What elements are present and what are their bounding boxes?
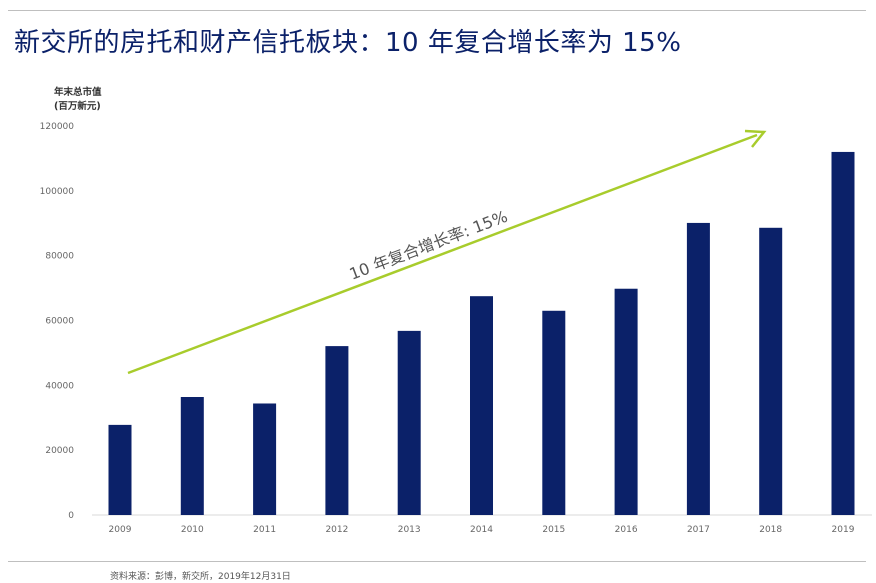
y-tick-label: 60000 [45,317,74,327]
x-tick-label: 2017 [687,525,710,535]
x-axis-ticks: 2009 2010 2011 2012 2013 2014 2015 2016 2017 2018… [109,525,855,535]
bar-2013 [397,330,421,515]
x-tick-label: 2009 [109,525,132,535]
y-tick-label: 40000 [45,381,74,391]
bar-2012 [325,346,349,515]
y-axis-ticks: 0 20000 40000 60000 80000 100000 120000 [40,122,75,521]
bar-2019 [831,151,855,515]
bar-2017 [686,222,710,515]
y-axis-label: 年末总市值 (百万新元) [54,87,102,112]
bar-2011 [253,403,277,515]
x-tick-label: 2016 [615,525,638,535]
x-tick-label: 2015 [542,525,565,535]
y-tick-label: 80000 [45,252,74,262]
bar-2009 [108,424,132,515]
bottom-divider [8,561,866,562]
bar-2014 [470,296,493,515]
bars [108,151,855,515]
y-tick-label: 20000 [45,446,74,456]
growth-arrow-head [744,129,767,148]
x-tick-label: 2010 [181,525,204,535]
bar-2018 [759,227,783,515]
bar-2016 [614,288,638,515]
growth-annotation-label: 10 年复合增长率: 15% [347,207,510,284]
growth-arrow-line [127,133,758,375]
y-tick-label: 0 [68,511,74,521]
bar-2015 [542,310,566,515]
x-tick-label: 2018 [759,525,782,535]
chart-title: 新交所的房托和财产信托板块：10 年复合增长率为 15% [14,28,682,58]
x-tick-label: 2013 [398,525,421,535]
bar-2010 [180,397,204,515]
x-tick-label: 2014 [470,525,493,535]
x-tick-label: 2011 [253,525,276,535]
y-tick-label: 120000 [40,122,75,132]
x-tick-label: 2019 [832,525,855,535]
source-note: 资料来源：彭博，新交所，2019年12月31日 [110,572,291,582]
x-tick-label: 2012 [325,525,348,535]
y-tick-label: 100000 [40,187,75,197]
top-divider [8,10,866,11]
growth-annotation: 10 年复合增长率: 15% [127,129,767,375]
